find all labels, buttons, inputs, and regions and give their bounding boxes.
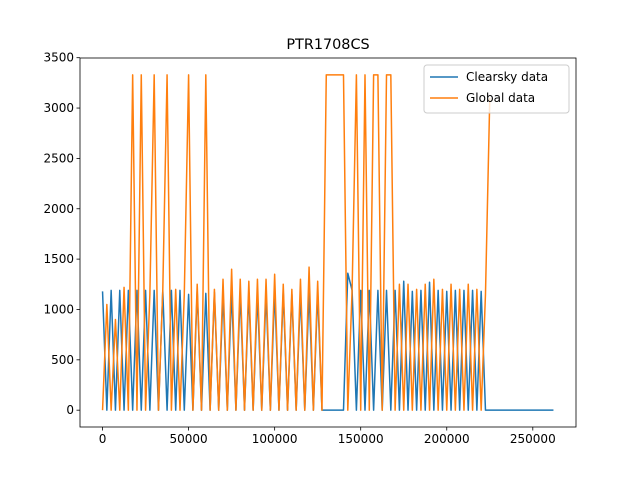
x-tick-label: 250000 (510, 432, 556, 446)
y-tick-label: 3500 (43, 51, 74, 65)
legend-box (423, 64, 570, 114)
plot-frame (79, 57, 577, 428)
x-tick-label: 0 (99, 432, 107, 446)
y-tick-label: 2500 (43, 151, 74, 165)
y-tick-label: 0 (66, 403, 74, 417)
x-tick-label: 100000 (252, 432, 298, 446)
y-tick-label: 3000 (43, 101, 74, 115)
chart-title: PTR1708CS (286, 37, 369, 53)
y-tick-label: 500 (51, 353, 74, 367)
data-line (101, 74, 491, 411)
x-tick-label: 150000 (338, 432, 384, 446)
x-tick-label: 50000 (170, 432, 208, 446)
x-tick-label: 200000 (424, 432, 470, 446)
legend-label: Global data (466, 91, 535, 105)
y-tick-label: 2000 (43, 202, 74, 216)
y-tick-label: 1000 (43, 302, 74, 316)
legend-label: Clearsky data (466, 70, 548, 84)
y-tick-label: 1500 (43, 252, 74, 266)
